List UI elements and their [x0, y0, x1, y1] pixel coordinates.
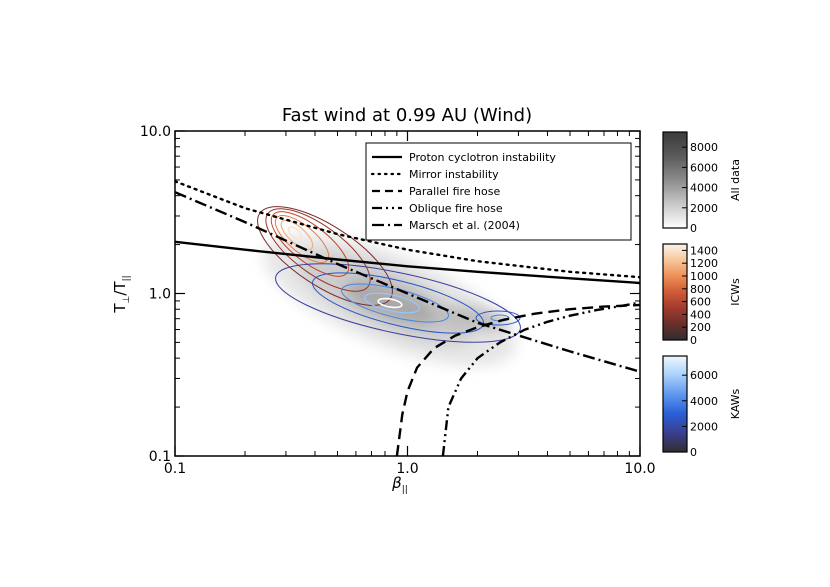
legend-label-marsch-et-al-2004: Marsch et al. (2004) [409, 219, 520, 232]
colorbar-icws-tick-label: 1200 [690, 257, 718, 270]
kaw-contour-1 [275, 263, 521, 343]
x-tick-label: 0.1 [164, 461, 186, 477]
oblique-fire-hose-line [441, 301, 640, 456]
colorbar-icws-tick-label: 600 [690, 296, 711, 309]
mirror-instability-line [175, 180, 640, 279]
x-tick-label: 10.0 [624, 461, 655, 477]
colorbar-icws-tick-label: 800 [690, 283, 711, 296]
colorbar-icws [662, 243, 688, 341]
colorbar-icws-tick-label: 1400 [690, 244, 718, 257]
colorbar-icws-tick-label: 1000 [690, 270, 718, 283]
all-data-density-inner [344, 280, 440, 326]
marsch-et-al-2004-line [175, 191, 640, 373]
legend-label-mirror-instability: Mirror instability [409, 168, 499, 181]
proton-cyclotron-instability-line [175, 240, 640, 285]
colorbar-kaws-tick-label: 4000 [690, 395, 718, 408]
colorbar-all-data-tick-label: 6000 [690, 161, 718, 174]
colorbar-all-data-label: All data [729, 159, 742, 201]
parallel-fire-hose-line [395, 303, 640, 456]
colorbar-kaws-tick-label: 2000 [690, 420, 718, 433]
legend-label-proton-cyclotron-instability: Proton cyclotron instability [409, 151, 556, 164]
y-axis-label-par: || [122, 275, 132, 281]
x-tick-label: 1.0 [396, 461, 418, 477]
chart-title: Fast wind at 0.99 AU (Wind) [282, 105, 532, 126]
legend-box [365, 142, 632, 241]
y-tick-label: 0.1 [149, 449, 171, 465]
y-axis-label-perp: ⊥ [122, 295, 132, 303]
colorbar-all-data-tick-label: 2000 [690, 202, 718, 215]
colorbar-kaws-tick-label: 0 [690, 446, 697, 459]
x-axis-label: β|| [391, 474, 408, 495]
colorbar-kaws-tick-label: 6000 [690, 369, 718, 382]
instability-curves [175, 180, 640, 456]
kaw-contour-tail [475, 310, 521, 326]
kaw-contour-5 [377, 297, 403, 309]
y-tick-label: 1.0 [149, 287, 171, 303]
axis-ticks: 0.1 1.0 10.0 0.1 1.0 10.0 [140, 124, 656, 477]
y-tick-label: 10.0 [140, 124, 171, 140]
y-axis-label-over-t: /T [111, 281, 129, 296]
kaw-contour-4 [363, 292, 421, 314]
icw-contour-6 [287, 226, 303, 240]
legend: Proton cyclotron instability Mirror insta… [365, 142, 632, 241]
colorbar-all-data-tick-label: 0 [690, 222, 697, 235]
y-axis-label-t: T [111, 303, 129, 314]
colorbar-kaws [662, 355, 688, 453]
colorbar-icws-tick-label: 0 [690, 334, 697, 347]
colorbar-all-data-tick-label: 4000 [690, 182, 718, 195]
colorbar-icws-label: ICWs [729, 278, 742, 306]
legend-label-oblique-fire-hose: Oblique fire hose [409, 202, 503, 215]
y-axis-label: T⊥/T|| [111, 275, 132, 313]
colorbar-icws-tick-label: 400 [690, 308, 711, 321]
colorbar-all-data-tick-label: 8000 [690, 141, 718, 154]
colorbar-kaws-label: KAWs [729, 388, 742, 419]
x-axis-label-subscript: || [402, 485, 408, 495]
legend-label-parallel-fire-hose: Parallel fire hose [409, 185, 500, 198]
x-axis-label-symbol: β [391, 474, 402, 492]
icw-contour-4 [274, 215, 330, 263]
colorbar-icws-tick-label: 200 [690, 321, 711, 334]
colorbar-all-data [662, 131, 688, 229]
legend-items: Proton cyclotron instability Mirror insta… [370, 151, 556, 232]
icw-contour-5 [280, 219, 314, 251]
